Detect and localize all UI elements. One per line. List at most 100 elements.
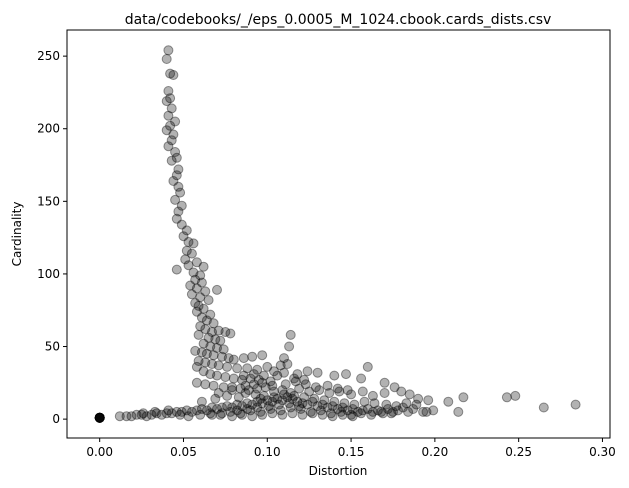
scatter-point	[212, 284, 222, 295]
scatter-point	[337, 409, 348, 420]
scatter-point	[237, 401, 248, 412]
scatter-point	[191, 361, 202, 372]
scatter-point	[418, 406, 429, 417]
scatter-point	[210, 393, 221, 404]
scatter-point	[279, 367, 289, 378]
scatter-point	[203, 332, 214, 343]
scatter-point	[186, 289, 197, 300]
scatter-point	[201, 405, 212, 416]
scatter-point	[277, 395, 288, 406]
scatter-point	[285, 402, 296, 413]
scatter-point	[309, 393, 320, 404]
scatter-point	[257, 409, 268, 420]
scatter-point	[322, 380, 333, 391]
scatter-point	[163, 141, 174, 152]
scatter-point	[252, 396, 263, 407]
scatter-point	[215, 335, 226, 346]
scatter-point	[166, 135, 177, 146]
scatter-point	[356, 408, 367, 419]
scatter-point	[458, 392, 469, 403]
scatter-point	[367, 406, 378, 417]
scatter-point	[242, 398, 253, 409]
scatter-point	[258, 370, 269, 381]
scatter-point	[237, 409, 248, 420]
scatter-point	[294, 383, 305, 394]
scatter-point	[185, 280, 196, 291]
scatter-point	[212, 370, 222, 381]
scatter-point	[275, 405, 286, 416]
scatter-point	[168, 176, 179, 186]
scatter-point	[173, 181, 184, 192]
scatter-point	[138, 408, 149, 419]
scatter-point	[413, 393, 424, 404]
scatter-point	[269, 386, 279, 397]
scatter-point	[161, 54, 172, 64]
scatter-point	[257, 377, 268, 388]
scatter-point	[213, 360, 224, 371]
scatter-point	[171, 406, 182, 417]
scatter-point	[305, 406, 316, 417]
scatter-point	[190, 345, 201, 356]
scatter-point	[295, 404, 306, 414]
scatter-point	[200, 379, 211, 390]
scatter-point	[570, 399, 581, 410]
scatter-point	[369, 398, 380, 409]
scatter-point	[289, 390, 300, 401]
scatter-point	[253, 374, 264, 385]
scatter-point	[262, 361, 273, 372]
scatter-point	[398, 402, 408, 413]
scatter-point	[245, 373, 256, 384]
scatter-point	[404, 389, 415, 400]
scatter-point	[269, 366, 279, 377]
scatter-point	[94, 412, 105, 423]
scatter-point	[121, 411, 132, 422]
scatter-point	[287, 393, 298, 404]
scatter-point	[94, 412, 105, 423]
scatter-point	[248, 369, 259, 380]
scatter-point	[267, 408, 278, 419]
scatter-point	[317, 409, 328, 420]
scatter-point	[275, 360, 286, 371]
scatter-point	[337, 402, 348, 413]
scatter-point	[232, 405, 243, 416]
x-tick-label: 0.20	[422, 445, 449, 459]
scatter-point	[190, 274, 201, 285]
scatter-point	[207, 359, 217, 369]
scatter-point	[332, 383, 343, 394]
scatter-point	[191, 405, 202, 416]
scatter-point	[163, 86, 174, 96]
scatter-point	[94, 412, 105, 423]
scatter-point	[198, 303, 209, 314]
scatter-point	[188, 267, 199, 278]
scatter-point	[165, 68, 176, 79]
scatter-point	[267, 380, 278, 391]
scatter-point	[188, 238, 199, 249]
scatter-point	[324, 388, 335, 398]
scatter-point	[357, 405, 368, 416]
scatter-point	[200, 324, 211, 335]
scatter-point	[183, 237, 194, 247]
scatter-point	[136, 409, 147, 420]
scatter-point	[173, 164, 184, 175]
scatter-point	[257, 350, 268, 361]
scatter-point	[227, 402, 238, 413]
scatter-point	[208, 380, 219, 391]
scatter-point	[279, 353, 289, 364]
scatter-point	[191, 377, 202, 388]
scatter-point	[208, 350, 219, 361]
scatter-point	[190, 298, 201, 308]
scatter-point	[163, 110, 174, 121]
scatter-point	[94, 412, 105, 423]
scatter-point	[352, 406, 363, 417]
scatter-point	[170, 194, 181, 205]
scatter-point	[327, 401, 338, 412]
scatter-point	[183, 260, 194, 271]
scatter-point	[207, 327, 217, 337]
scatter-point	[161, 96, 172, 107]
scatter-point	[334, 386, 345, 397]
scatter-point	[201, 315, 212, 326]
x-tick-label: 0.30	[589, 445, 616, 459]
scatter-point	[205, 369, 216, 380]
scatter-point	[255, 406, 266, 417]
